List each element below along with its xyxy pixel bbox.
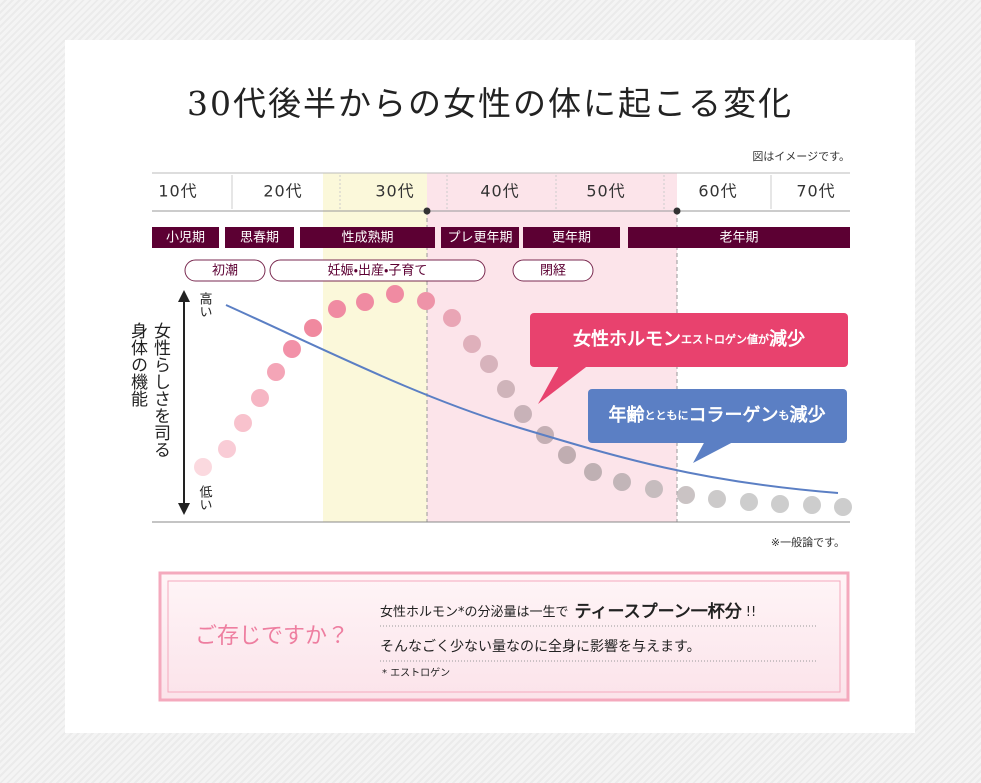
- axis-low: 低い: [197, 485, 213, 511]
- event-pill: [184, 259, 266, 282]
- hormone-dot: [740, 493, 758, 511]
- stage-bar: [523, 227, 620, 248]
- hormone-dot: [304, 319, 322, 337]
- hormone-dot: [497, 380, 515, 398]
- hormone-dot: [463, 335, 481, 353]
- event-label: 閉経: [540, 264, 566, 279]
- info-part: ティースプーン一杯分: [575, 601, 743, 622]
- age-label: 40代: [480, 182, 519, 201]
- hormone-dot: [558, 446, 576, 464]
- info-part: !!: [746, 605, 756, 620]
- stage-label: 更年期: [552, 231, 591, 246]
- callout-part: コラーゲン: [689, 404, 779, 426]
- info-line: 女性ホルモン*の分泌量は一生で ティースプーン一杯分!!: [380, 601, 756, 622]
- info-frame-inner: [167, 580, 841, 693]
- axis-high: 高い: [197, 291, 213, 318]
- hormone-dot: [708, 490, 726, 508]
- note-bottom: ※一般論です。: [771, 535, 845, 549]
- age-label: 30代: [375, 182, 414, 201]
- hormone-dot: [328, 300, 346, 318]
- collagen-curve: [225, 304, 839, 494]
- hormone-dot: [803, 496, 821, 514]
- event-pill: [512, 259, 594, 282]
- info-footnote: * エストロゲン: [382, 667, 450, 679]
- callout-part: 女性ホルモン: [573, 328, 681, 350]
- stage-bar: [441, 227, 519, 248]
- callout-part: 減少: [769, 328, 805, 350]
- callout-text: 年齢とともにコラーゲンも減少: [609, 404, 826, 426]
- hormone-dot: [417, 292, 435, 310]
- hormone-dot: [514, 405, 532, 423]
- event-pill: [269, 259, 486, 282]
- stage-label: 老年期: [719, 231, 758, 246]
- stage-bar: [300, 227, 435, 248]
- callout-part: エストロゲン値: [681, 332, 758, 346]
- hormone-dot: [584, 463, 602, 481]
- hormone-dot: [194, 458, 212, 476]
- hormone-dot: [771, 495, 789, 513]
- info-frame: [158, 571, 850, 702]
- stage-label: 思春期: [240, 231, 279, 246]
- hormone-dot: [386, 285, 404, 303]
- callout-text: 女性ホルモンエストロゲン値が減少: [573, 328, 805, 350]
- band-yellow: [323, 173, 427, 522]
- callout-tail: [693, 441, 735, 463]
- note-top: 図はイメージです。: [752, 150, 850, 163]
- arrow-head: [178, 290, 190, 302]
- hormone-dot: [443, 309, 461, 327]
- stage-label: 小児期: [166, 231, 205, 246]
- hormone-dot: [834, 498, 852, 516]
- age-label: 50代: [586, 182, 625, 201]
- stage-label: 性成熟期: [341, 231, 393, 246]
- hormone-dot: [645, 480, 663, 498]
- info-part: 女性ホルモン*の分泌量は一生で: [380, 605, 569, 620]
- arrow-head: [178, 503, 190, 515]
- age-label: 70代: [796, 182, 835, 201]
- hormone-dot: [356, 293, 374, 311]
- callout-part: 減少: [790, 404, 826, 426]
- callout-part: 年齢: [609, 404, 646, 426]
- dot-marker: [423, 207, 431, 215]
- age-label: 20代: [263, 182, 302, 201]
- stage-label: プレ更年期: [447, 231, 512, 246]
- callout-tail: [538, 364, 590, 404]
- axis-label: 女性らしさを司る: [150, 322, 171, 458]
- callout-part: が: [758, 332, 769, 346]
- hormone-dot: [283, 340, 301, 358]
- hormone-dot: [251, 389, 269, 407]
- dots: [194, 285, 852, 516]
- dot-marker: [673, 207, 681, 215]
- age-label: 10代: [158, 182, 197, 201]
- hormone-dot: [234, 414, 252, 432]
- info-heading: ご存じですか？: [195, 624, 349, 649]
- event-label: 妊娠・出産・子育て: [328, 263, 428, 279]
- hormone-dot: [480, 355, 498, 373]
- callout-part: も: [779, 409, 790, 422]
- hormone-dot: [677, 486, 695, 504]
- callout-collagen: [588, 389, 847, 443]
- hormone-dot: [267, 363, 285, 381]
- stage-bar: [225, 227, 294, 248]
- stage-bar: [628, 227, 850, 248]
- callout-part: とともに: [645, 409, 689, 422]
- hormone-dot: [613, 473, 631, 491]
- axis-label: 身体の機能: [127, 322, 148, 408]
- title: 30代後半からの女性の体に起こる変化: [187, 84, 793, 123]
- event-label: 初潮: [212, 263, 238, 279]
- info-line: そんなごく少ない量なのに全身に影響を与えます。: [380, 639, 701, 655]
- callout-hormone: [530, 313, 848, 367]
- stage-bar: [152, 227, 219, 248]
- hormone-dot: [218, 440, 236, 458]
- age-label: 60代: [698, 182, 737, 201]
